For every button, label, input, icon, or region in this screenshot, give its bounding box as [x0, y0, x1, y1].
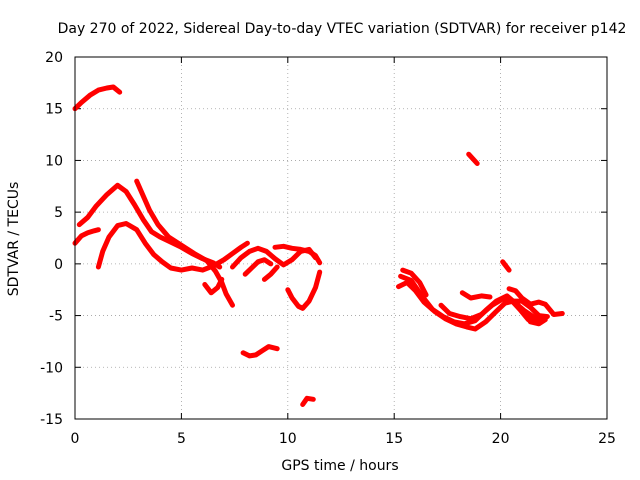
plot-frame	[74, 56, 608, 420]
series-track-14	[466, 151, 480, 166]
series-track-2	[72, 227, 101, 246]
x-tick-label: 25	[598, 431, 616, 447]
series-track-4	[95, 221, 250, 273]
series-track-12	[240, 344, 280, 359]
series-track-9	[261, 264, 280, 282]
y-tick-label: 10	[45, 153, 63, 169]
y-axis-label: SDTVAR / TECUs	[6, 182, 22, 297]
series-track-19	[459, 290, 493, 301]
x-tick-label: 5	[177, 431, 186, 447]
grid-lines	[75, 57, 607, 419]
series-track-10	[272, 243, 323, 266]
series-track-21	[506, 286, 565, 317]
x-tick-label: 10	[279, 431, 297, 447]
y-tick-label: -10	[40, 360, 63, 376]
data-series	[72, 84, 565, 407]
y-tick-label: -15	[40, 412, 63, 428]
series-track-8	[242, 257, 274, 277]
x-tick-label: 15	[385, 431, 403, 447]
x-axis-label: GPS time / hours	[281, 458, 398, 474]
series-track-6	[202, 276, 225, 296]
series-track-22	[521, 308, 548, 327]
y-tick-label: -5	[49, 309, 63, 325]
y-tick-label: 15	[45, 102, 63, 118]
series-track-11	[285, 269, 323, 311]
y-tick-label: 0	[54, 257, 63, 273]
series-track-20	[500, 259, 512, 273]
axis-ticks: 0 5 10 15 20 25 -15 -10 -5 0 5 10 15 20	[40, 50, 616, 447]
x-tick-label: 20	[492, 431, 510, 447]
series-track-5	[134, 178, 235, 308]
x-tick-label: 0	[71, 431, 80, 447]
y-tick-label: 20	[45, 50, 63, 66]
y-tick-label: 5	[54, 205, 63, 221]
series-track-13	[300, 395, 316, 407]
chart-title: Day 270 of 2022, Sidereal Day-to-day VTE…	[58, 21, 627, 37]
series-track-17	[400, 267, 429, 298]
series-track-1	[72, 84, 123, 112]
